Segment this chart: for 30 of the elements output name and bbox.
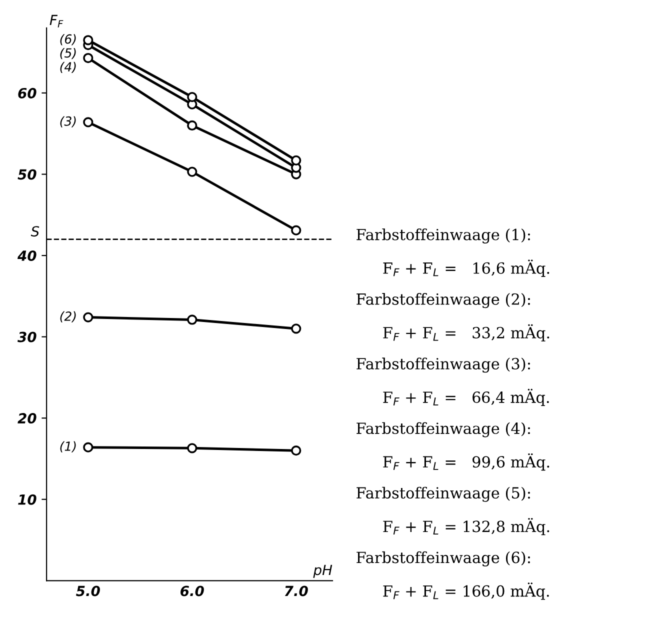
y-tick-label: 60 [18,88,36,98]
text: Farbstoffeinwaage (1): [356,228,530,244]
text: Farbstoffeinwaage (2): [356,293,530,308]
series-label: (6) [60,34,76,46]
x-tick-label: 6.0 [180,586,204,596]
ref-line-label: S [30,226,40,237]
text: Farbstoffeinwaage (6): [356,551,530,566]
text: Farbstoffeinwaage (3): [356,358,530,373]
text: F$_{F}$ + F$_{L}$ = 99,6 mÄq. [383,453,550,471]
y-tick-label: 30 [18,332,36,342]
series-label: (1) [60,441,76,452]
x-tick-label: 7.0 [284,586,308,596]
y-tick-label: 10 [18,494,36,505]
series-label: (2) [60,311,76,322]
text: F$_{F}$ + F$_{L}$ = 166,0 mÄq. [383,582,549,600]
y-tick-label: 20 [18,413,36,424]
series-label: (4) [60,62,76,74]
text: F$_{F}$ + F$_{L}$ = 33,2 mÄq. [383,324,550,342]
series-label: (3) [60,116,76,128]
text: Farbstoffeinwaage (5): [356,486,530,502]
x-tick-label: 5.0 [76,586,100,596]
series-label: (5) [60,48,76,60]
text: F$_{F}$ + F$_{L}$ = 66,4 mÄq. [383,388,549,406]
y-axis-title: F$_{F}$ [50,14,64,28]
text: F$_{F}$ + F$_{L}$ = 132,8 mÄq. [383,518,550,536]
text: F$_{F}$ + F$_{L}$ = 16,6 mÄq. [383,260,550,277]
x-axis-title: pH [313,564,332,578]
text: Farbstoffeinwaage (4): [356,422,530,438]
y-tick-label: 50 [18,169,36,180]
y-tick-label: 40 [17,250,36,261]
